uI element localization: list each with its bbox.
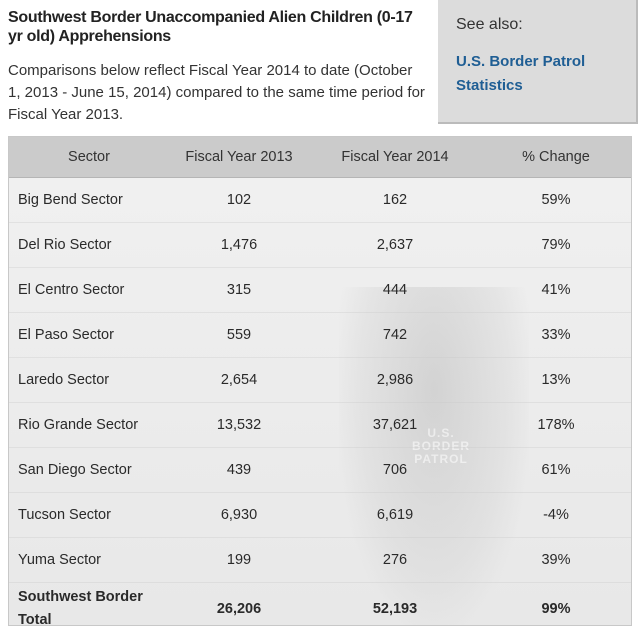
fy2013-cell: 559 [169,312,309,358]
apprehensions-table-container: U.S. BORDER PATROL Sector Fiscal Year 20… [8,136,632,626]
fy2014-cell: 276 [309,537,481,583]
page-title: Southwest Border Unaccompanied Alien Chi… [8,9,413,45]
fy2013-cell: 102 [169,177,309,223]
sector-cell: Yuma Sector [9,537,169,583]
total-fy2013-cell: 26,206 [216,600,262,617]
sector-cell: El Paso Sector [9,312,169,358]
table-row: Del Rio Sector 1,476 2,637 79% [9,222,631,268]
fy2013-cell: 13,532 [169,402,309,448]
column-header-change: % Change [481,137,631,178]
border-patrol-statistics-link[interactable]: U.S. Border Patrol Statistics [456,53,586,94]
see-also-heading: See also: [456,16,523,33]
intro-text: Comparisons below reflect Fiscal Year 20… [8,62,425,123]
fy2014-cell: 2,637 [309,222,481,268]
table-row: Tucson Sector 6,930 6,619 -4% [9,492,631,538]
fy2014-cell: 6,619 [309,492,481,538]
table-row: El Paso Sector 559 742 33% [9,312,631,358]
fy2014-cell: 706 [309,447,481,493]
total-label-cell: Southwest Border Total [18,589,143,626]
change-cell: 79% [481,222,631,268]
change-cell: 33% [481,312,631,358]
change-cell: 39% [481,537,631,583]
table-row: Rio Grande Sector 13,532 37,621 178% [9,402,631,448]
change-cell: -4% [481,492,631,538]
total-fy2014-cell: 52,193 [372,600,418,617]
fy2013-cell: 315 [169,267,309,313]
sector-cell: Laredo Sector [9,357,169,403]
fy2014-cell: 444 [309,267,481,313]
fy2013-cell: 2,654 [169,357,309,403]
fy2014-cell: 2,986 [309,357,481,403]
total-row: Southwest Border Total 26,206 52,193 99% [9,583,631,626]
fy2014-cell: 742 [309,312,481,358]
sector-cell: Tucson Sector [9,492,169,538]
table-header-row: Sector Fiscal Year 2013 Fiscal Year 2014… [9,137,631,178]
table-row: Big Bend Sector 102 162 59% [9,177,631,223]
sector-cell: Del Rio Sector [9,222,169,268]
table-row: San Diego Sector 439 706 61% [9,447,631,493]
apprehensions-table: Sector Fiscal Year 2013 Fiscal Year 2014… [9,137,631,626]
column-header-sector: Sector [9,137,169,178]
change-cell: 178% [481,402,631,448]
see-also-box: See also: U.S. Border Patrol Statistics [438,0,638,124]
fy2013-cell: 6,930 [169,492,309,538]
column-header-fy2013: Fiscal Year 2013 [169,137,309,178]
sector-cell: San Diego Sector [9,447,169,493]
change-cell: 61% [481,447,631,493]
fy2013-cell: 199 [169,537,309,583]
total-change-cell: 99% [541,600,571,617]
sector-cell: El Centro Sector [9,267,169,313]
table-row: El Centro Sector 315 444 41% [9,267,631,313]
fy2013-cell: 439 [169,447,309,493]
sector-cell: Rio Grande Sector [9,402,169,448]
change-cell: 59% [481,177,631,223]
sector-cell: Big Bend Sector [9,177,169,223]
column-header-fy2014: Fiscal Year 2014 [309,137,481,178]
fy2013-cell: 1,476 [169,222,309,268]
change-cell: 13% [481,357,631,403]
table-row: Laredo Sector 2,654 2,986 13% [9,357,631,403]
fy2014-cell: 162 [309,177,481,223]
table-row: Yuma Sector 199 276 39% [9,537,631,583]
fy2014-cell: 37,621 [309,402,481,448]
change-cell: 41% [481,267,631,313]
